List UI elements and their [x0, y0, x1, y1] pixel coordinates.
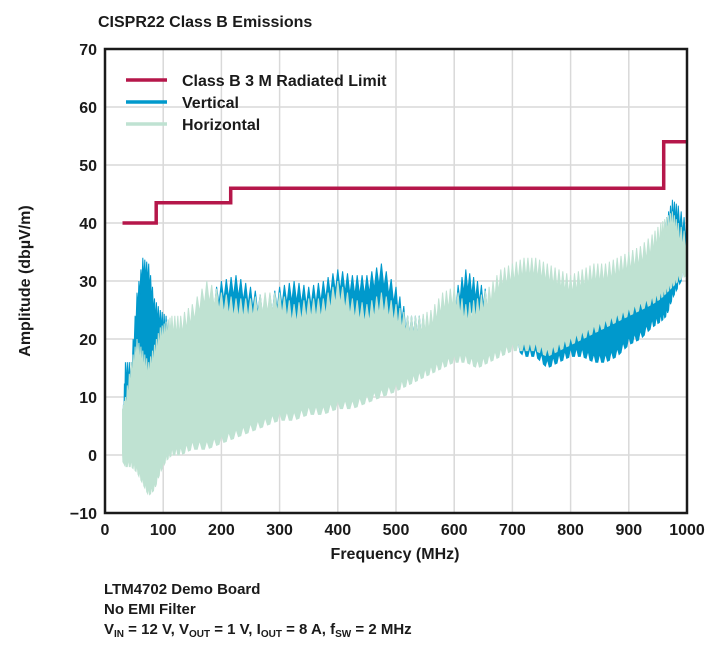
legend: Class B 3 M Radiated Limit Vertical Horizo…: [126, 73, 387, 134]
x-tick-label: 500: [383, 522, 410, 539]
x-axis-label: Frequency (MHz): [331, 546, 460, 563]
symbol: V: [178, 621, 189, 638]
y-tick-label: 70: [79, 42, 97, 59]
subscript: OUT: [188, 629, 211, 640]
series-limit-line: [122, 140, 687, 225]
symbol: f: [330, 621, 336, 638]
x-tick-label: 100: [150, 522, 177, 539]
x-tick-label: 400: [324, 522, 351, 539]
value-text: = 12 V,: [124, 621, 179, 638]
x-tick-label: 900: [615, 522, 642, 539]
legend-label: Horizontal: [182, 117, 260, 134]
emissions-chart: CISPR22 Class B Emissions −1001020304050…: [17, 14, 705, 563]
x-tick-label: 800: [557, 522, 584, 539]
y-tick-label: 60: [79, 100, 97, 117]
value-text: = 1 V,: [210, 621, 257, 638]
y-tick-label: −10: [70, 506, 97, 523]
caption-board: LTM4702 Demo Board: [104, 581, 261, 598]
x-tick-label: 600: [441, 522, 468, 539]
plot-frame: [103, 47, 689, 515]
y-tick-label: 0: [88, 448, 97, 465]
x-tick-label: 300: [266, 522, 293, 539]
legend-label: Vertical: [182, 95, 239, 112]
series-layer: [122, 140, 688, 496]
value-text: = 2 MHz: [351, 621, 412, 638]
symbol: V: [104, 621, 115, 638]
x-tick-label: 0: [101, 522, 110, 539]
value-text: = 8 A,: [281, 621, 331, 638]
y-tick-label: 40: [79, 216, 97, 233]
subscript: OUT: [260, 629, 282, 640]
subscript: SW: [335, 629, 352, 640]
subscript: IN: [114, 629, 125, 640]
caption-filter: No EMI Filter: [104, 601, 196, 618]
y-tick-label: 50: [79, 158, 97, 175]
symbol: I: [256, 621, 261, 638]
x-tick-labels: 0 100 200 300 400 500 600 700 800 900 1000: [101, 522, 705, 539]
y-tick-label: 20: [79, 332, 97, 349]
y-tick-label: 30: [79, 274, 97, 291]
x-tick-label: 200: [208, 522, 235, 539]
legend-label: Class B 3 M Radiated Limit: [182, 73, 387, 90]
x-tick-label: 700: [499, 522, 526, 539]
chart-title: CISPR22 Class B Emissions: [98, 14, 312, 31]
y-axis-label: Amplitude (dbµV/m): [17, 205, 34, 356]
y-tick-labels: −10 0 10 20 30 40 50 60 70: [70, 42, 97, 523]
y-tick-label: 10: [79, 390, 97, 407]
x-tick-label: 1000: [669, 522, 705, 539]
caption-conditions: VIN = 12 V, VOUT = 1 V, IOUT = 8 A, fSW …: [104, 620, 412, 644]
